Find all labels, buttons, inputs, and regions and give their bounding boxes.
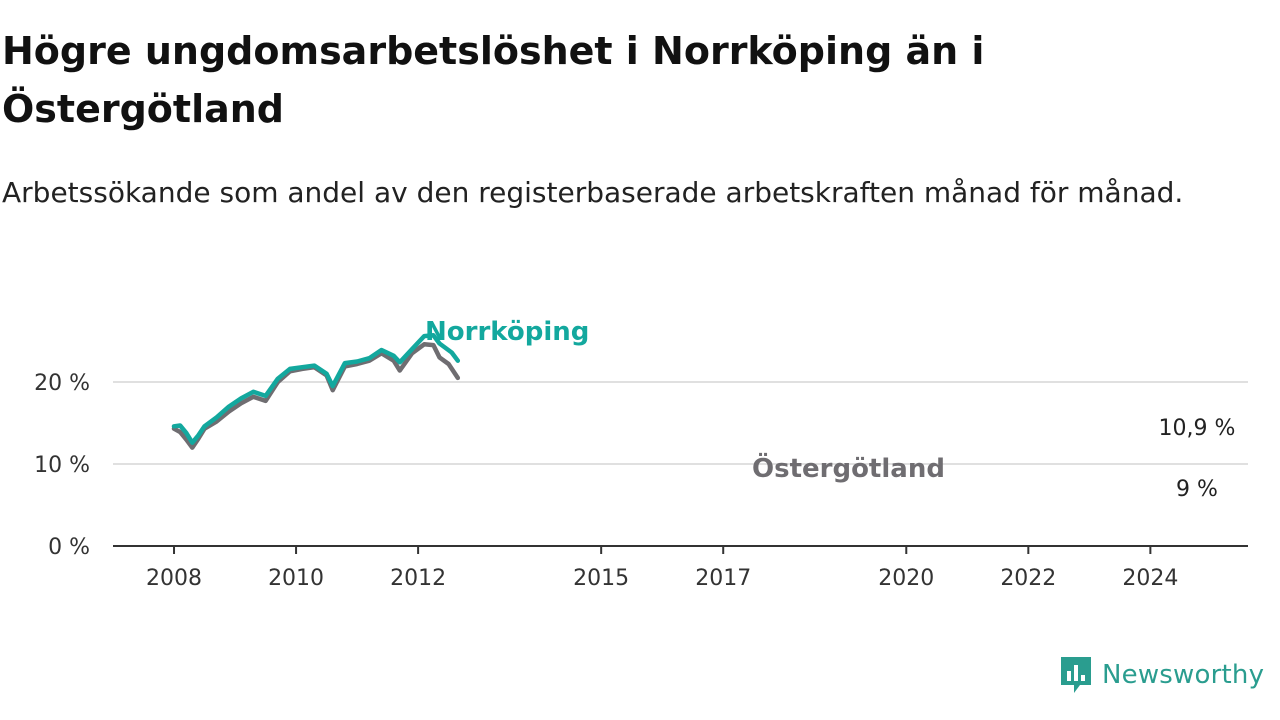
x-tick-label: 2024 bbox=[1122, 566, 1178, 591]
y-tick-label: 0 % bbox=[48, 535, 90, 560]
series-label-norrkoping: Norrköping bbox=[425, 317, 589, 347]
brand-name: Newsworthy bbox=[1102, 660, 1265, 690]
x-tick-label: 2008 bbox=[146, 566, 202, 591]
y-tick-label: 20 % bbox=[34, 371, 90, 396]
x-tick-label: 2020 bbox=[878, 566, 934, 591]
chart-subtitle: Arbetssökande som andel av den registerb… bbox=[2, 176, 1184, 209]
y-tick-label: 10 % bbox=[34, 453, 90, 478]
x-tick-label: 2015 bbox=[573, 566, 629, 591]
brand-logo: Newsworthy bbox=[1058, 654, 1264, 696]
series-label-ostergotland: Östergötland bbox=[752, 451, 945, 484]
series-line-norrkoping bbox=[171, 333, 461, 445]
x-tick-label: 2022 bbox=[1000, 566, 1056, 591]
chart-title: Högre ungdomsarbetslöshet i Norrköping ä… bbox=[2, 29, 985, 131]
x-tick-label: 2012 bbox=[390, 566, 446, 591]
series-line-ostergotland bbox=[171, 342, 461, 450]
x-tick-label: 2010 bbox=[268, 566, 324, 591]
newsworthy-logo-icon bbox=[1061, 657, 1091, 693]
end-value-label-ostergotland: 9 % bbox=[1176, 477, 1218, 502]
end-value-label-norrkoping: 10,9 % bbox=[1159, 416, 1236, 441]
x-tick-label: 2017 bbox=[695, 566, 751, 591]
